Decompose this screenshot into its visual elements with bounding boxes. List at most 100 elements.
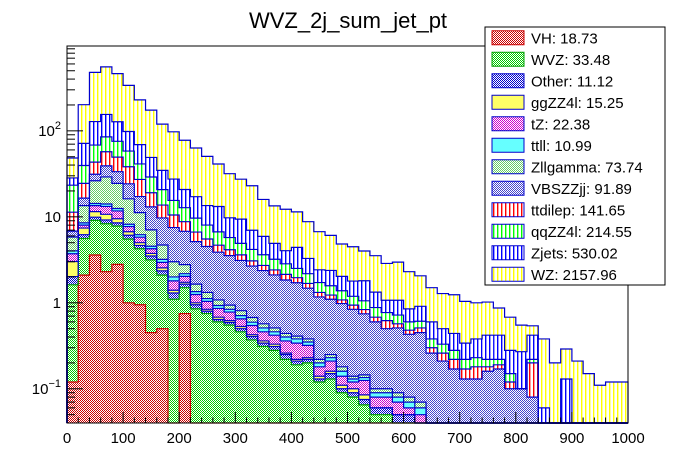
bar-WZ-bin0 bbox=[67, 158, 79, 178]
bar-VBSZZjj-bin32 bbox=[426, 353, 438, 423]
bar-ttdilep-bin2 bbox=[89, 162, 101, 175]
bar-ttll-bin17 bbox=[257, 327, 269, 332]
legend-entry: WVZ: 33.48 bbox=[491, 51, 610, 69]
bar-ttll-bin0 bbox=[67, 250, 79, 254]
bar-ggZZ4l-bin11 bbox=[190, 302, 202, 305]
bar-tZ-bin1 bbox=[78, 225, 90, 229]
bar-qqZZ4l-bin29 bbox=[392, 315, 404, 324]
bar-qqZZ4l-bin31 bbox=[414, 321, 427, 328]
bar-WZ-bin33 bbox=[437, 293, 449, 329]
y-tick-label: 10 bbox=[44, 209, 61, 226]
bar-Other-bin30 bbox=[403, 414, 415, 423]
bar-WZ-bin28 bbox=[381, 263, 393, 301]
bar-tZ-bin4 bbox=[111, 210, 124, 219]
series-ttll bbox=[67, 203, 427, 415]
bar-WZ-bin18 bbox=[268, 205, 281, 244]
bar-VH-bin5 bbox=[123, 302, 135, 423]
bar-Zllgamma-bin11 bbox=[190, 284, 202, 292]
x-tick-label: 200 bbox=[167, 430, 192, 447]
bar-ggZZ4l-bin18 bbox=[268, 344, 281, 347]
bar-Other-bin2 bbox=[89, 217, 101, 221]
bar-Zjets-bin37 bbox=[482, 335, 494, 360]
bar-tZ-bin9 bbox=[167, 280, 180, 291]
bar-ttdilep-bin1 bbox=[78, 183, 90, 199]
bar-WZ-bin32 bbox=[426, 287, 438, 322]
bar-Other-bin3 bbox=[100, 219, 112, 224]
bar-qqZZ4l-bin5 bbox=[123, 151, 135, 167]
bar-VH-bin8 bbox=[156, 328, 168, 423]
bar-ggZZ4l-bin5 bbox=[123, 231, 135, 236]
bar-qqZZ4l-bin12 bbox=[201, 225, 213, 240]
legend-label: Zjets: 530.02 bbox=[531, 245, 618, 262]
bar-qqZZ4l-bin1 bbox=[78, 165, 90, 184]
legend-label: ttll: 10.99 bbox=[531, 138, 592, 155]
legend-entry: WZ: 2157.96 bbox=[491, 266, 617, 284]
bar-qqZZ4l-bin34 bbox=[448, 350, 460, 360]
legend-label: Other: 11.12 bbox=[531, 73, 613, 90]
bar-tZ-bin26 bbox=[358, 380, 370, 395]
bar-Other-bin20 bbox=[291, 361, 303, 365]
bar-tZ-bin24 bbox=[336, 376, 348, 386]
bar-WZ-bin48 bbox=[605, 381, 617, 423]
bar-WVZ-bin26 bbox=[358, 404, 370, 423]
bar-Zjets-bin22 bbox=[313, 269, 326, 283]
bar-WZ-bin25 bbox=[347, 246, 359, 282]
bar-qqZZ4l-bin14 bbox=[224, 237, 236, 250]
bar-VBSZZjj-bin27 bbox=[369, 321, 382, 389]
bar-Zjets-bin8 bbox=[156, 170, 168, 190]
bar-VBSZZjj-bin2 bbox=[89, 174, 101, 181]
bar-Zjets-bin15 bbox=[235, 219, 247, 244]
bar-ttdilep-bin17 bbox=[257, 265, 269, 271]
bar-WZ-bin20 bbox=[291, 211, 303, 248]
bar-VH-bin7 bbox=[145, 332, 157, 423]
bar-WZ-bin49 bbox=[616, 381, 628, 423]
bar-VBSZZjj-bin14 bbox=[224, 255, 236, 306]
bar-VBSZZjj-bin20 bbox=[291, 282, 303, 337]
bar-Zjets-bin27 bbox=[369, 292, 382, 308]
bar-WVZ-bin12 bbox=[201, 313, 213, 423]
bar-qqZZ4l-bin38 bbox=[493, 359, 505, 365]
bar-tZ-bin5 bbox=[123, 226, 135, 232]
bar-ttll-bin6 bbox=[134, 234, 146, 238]
bar-WZ-bin35 bbox=[459, 301, 471, 344]
bar-WVZ-bin25 bbox=[347, 397, 359, 423]
bar-Zllgamma-bin23 bbox=[325, 354, 337, 358]
legend-swatch bbox=[491, 51, 525, 67]
bar-tZ-bin28 bbox=[381, 397, 393, 408]
bar-tZ-bin18 bbox=[268, 335, 281, 345]
bar-tZ-bin8 bbox=[156, 262, 168, 268]
bar-qqZZ4l-bin11 bbox=[190, 218, 202, 233]
bar-ttdilep-bin31 bbox=[414, 327, 427, 333]
bar-ttll-bin12 bbox=[201, 298, 213, 302]
legend-swatch bbox=[491, 159, 525, 175]
bar-qqZZ4l-bin41 bbox=[527, 359, 539, 363]
bar-VBSZZjj-bin11 bbox=[190, 241, 202, 285]
bar-WVZ-bin14 bbox=[224, 325, 236, 423]
bar-WZ-bin31 bbox=[414, 275, 427, 307]
bar-VBSZZjj-bin23 bbox=[325, 299, 337, 355]
bar-WZ-bin44 bbox=[560, 349, 572, 379]
bar-Zllgamma-bin20 bbox=[291, 336, 303, 339]
legend-box bbox=[484, 26, 666, 286]
bar-Zllgamma-bin8 bbox=[156, 245, 168, 260]
bar-VBSZZjj-bin21 bbox=[302, 288, 314, 339]
bar-Zjets-bin4 bbox=[111, 121, 124, 142]
bar-Zjets-bin44 bbox=[560, 378, 572, 423]
bar-qqZZ4l-bin33 bbox=[437, 344, 449, 354]
legend-label: VH: 18.73 bbox=[531, 30, 598, 47]
bar-Other-bin0 bbox=[67, 276, 79, 285]
bar-WZ-bin5 bbox=[123, 85, 135, 132]
bar-Other-bin12 bbox=[201, 311, 213, 314]
bar-VBSZZjj-bin17 bbox=[257, 270, 269, 324]
bar-qqZZ4l-bin10 bbox=[179, 207, 191, 222]
bar-WVZ-bin23 bbox=[325, 378, 337, 423]
bar-WZ-bin8 bbox=[156, 124, 168, 171]
bar-VBSZZjj-bin0 bbox=[67, 231, 79, 238]
x-tick-label: 0 bbox=[63, 430, 71, 447]
bar-Zjets-bin36 bbox=[470, 338, 483, 358]
bar-ttdilep-bin7 bbox=[145, 192, 157, 207]
bar-Zjets-bin38 bbox=[493, 335, 505, 360]
bar-ttdilep-bin24 bbox=[336, 299, 348, 304]
bar-VBSZZjj-bin5 bbox=[123, 183, 135, 199]
bar-VBSZZjj-bin13 bbox=[212, 252, 225, 300]
